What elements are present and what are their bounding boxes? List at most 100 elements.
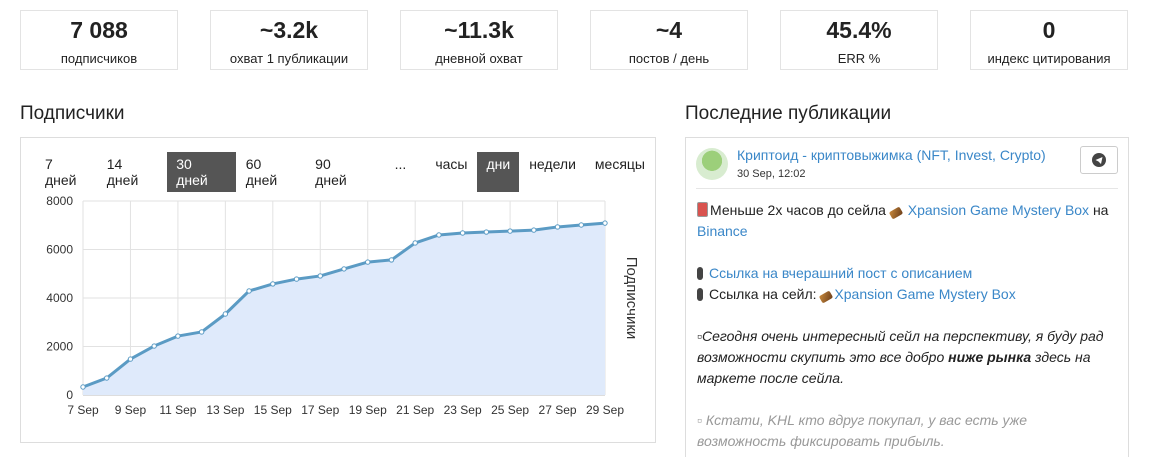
point: [317, 273, 323, 279]
stat-value: 0: [1042, 17, 1056, 43]
y-tick-label: 6000: [46, 243, 73, 257]
period-button[interactable]: недели: [529, 156, 576, 172]
period-button[interactable]: 7 дней: [45, 156, 77, 188]
text: ▫Сегодня очень интересный сейл на перспе…: [697, 328, 1104, 365]
point: [341, 266, 347, 272]
x-tick-label: 7 Sep: [67, 403, 99, 417]
section-title: Последние публикации: [685, 103, 892, 124]
period-button[interactable]: часы: [435, 156, 468, 172]
period-button[interactable]: 30 дней: [167, 152, 236, 192]
stat-card: ~4 постов / день: [590, 10, 748, 70]
x-tick-label: 27 Sep: [539, 403, 577, 417]
link[interactable]: Ссылка на вчерашний пост с описанием: [709, 265, 973, 281]
period-button[interactable]: месяцы: [594, 156, 645, 172]
point: [388, 257, 395, 263]
point: [127, 356, 134, 362]
emoji: [819, 290, 834, 304]
period-button[interactable]: ...: [394, 156, 407, 172]
y-tick-label: 0: [66, 388, 73, 402]
text: здесь на маркете после сейла.: [697, 349, 1091, 386]
x-tick-label: 15 Sep: [254, 403, 292, 417]
y-axis-label: Подписчики: [623, 257, 640, 340]
stat-value: ~11.3k: [444, 17, 514, 43]
x-tick-label: 11 Sep: [159, 403, 196, 417]
point: [602, 220, 608, 226]
stat-value: ~4: [655, 17, 683, 43]
x-tick-label: 19 Sep: [349, 403, 387, 417]
period-button[interactable]: дни: [477, 152, 520, 192]
stat-card: ~11.3k дневной охват: [400, 10, 558, 70]
telegram-icon: [1092, 153, 1106, 167]
link[interactable]: Binance: [697, 223, 748, 239]
point: [554, 224, 561, 230]
telegram-button[interactable]: [1080, 146, 1118, 174]
point: [198, 329, 205, 335]
chart: 0 2000 4000 6000 8000 7 Sep 9 Sep 11 Sep 13 Sep 1…: [46, 194, 640, 417]
section-title: Подписчики: [20, 103, 125, 124]
bold-text: ниже рынка: [948, 349, 1032, 365]
area-fill: [83, 223, 605, 395]
point: [104, 375, 110, 381]
y-tick-label: 2000: [46, 340, 73, 354]
text: Меньше 2х часов до сейла: [710, 202, 886, 218]
stat-value: 7 088: [70, 17, 128, 43]
emoji: [697, 288, 703, 301]
x-tick-label: 25 Sep: [491, 403, 529, 417]
post-panel: Криптоид - криптовыжимка (NFT, Invest, C…: [685, 137, 1129, 457]
stat-label: индекс цитирования: [987, 51, 1111, 66]
point: [436, 232, 442, 238]
point: [578, 222, 584, 228]
stat-card: 7 088 подписчиков: [20, 10, 178, 70]
point: [531, 227, 537, 233]
point: [293, 276, 300, 282]
post-date: 30 Sep, 12:02: [737, 168, 806, 180]
x-tick-label: 13 Sep: [206, 403, 244, 417]
point: [507, 228, 513, 234]
stat-label: ERR %: [837, 51, 881, 66]
stat-value: ~3.2k: [259, 17, 319, 43]
emoji: [888, 206, 904, 220]
x-tick-label: 29 Sep: [586, 403, 624, 417]
x-tick-label: 17 Sep: [301, 403, 339, 417]
x-tick-label: 9 Sep: [115, 403, 147, 417]
stat-label: охват 1 публикации: [229, 51, 349, 66]
x-tick-label: 23 Sep: [444, 403, 482, 417]
link[interactable]: Xpansion Game Mystery Box: [907, 202, 1090, 218]
point: [459, 230, 466, 236]
link[interactable]: Xpansion Game Mystery Box: [834, 286, 1016, 302]
text: Ссылка на сейл:: [709, 286, 817, 302]
point: [270, 281, 276, 287]
point: [151, 343, 157, 349]
x-tick-label: 21 Sep: [396, 403, 434, 417]
point: [365, 259, 371, 265]
point: [175, 333, 181, 339]
channel-avatar[interactable]: [696, 148, 728, 180]
stat-card: 0 индекс цитирования: [970, 10, 1128, 70]
emoji: [697, 267, 703, 280]
post-header: Криптоид - криптовыжимка (NFT, Invest, C…: [696, 146, 1118, 189]
y-tick-label: 4000: [46, 291, 73, 305]
stat-value: 45.4%: [826, 17, 892, 43]
period-button[interactable]: 90 дней: [315, 156, 347, 188]
post-body: Меньше 2х часов до сейла Xpansion Game M…: [697, 200, 1117, 457]
period-button[interactable]: 60 дней: [245, 156, 278, 188]
channel-link[interactable]: Криптоид - криптовыжимка (NFT, Invest, C…: [737, 147, 1046, 163]
stat-card: 45.4% ERR %: [780, 10, 938, 70]
stat-label: дневной охват: [435, 51, 523, 66]
point: [483, 229, 490, 235]
chart-panel: 7 дней 14 дней 30 дней 60 дней 90 дней... час…: [20, 137, 656, 443]
stat-label: постов / день: [628, 51, 710, 66]
point: [80, 384, 86, 390]
period-switcher: 7 дней 14 дней 30 дней 60 дней 90 дней... час…: [36, 152, 655, 192]
stat-card: ~3.2k охват 1 публикации: [210, 10, 368, 70]
text: на: [1092, 202, 1109, 218]
text: ▫ Кстати, KHL кто вдруг покупал, у вас е…: [697, 412, 1028, 449]
point: [246, 288, 252, 294]
period-button[interactable]: 14 дней: [106, 156, 139, 188]
stat-label: подписчиков: [60, 51, 138, 66]
emoji: [697, 202, 708, 217]
y-tick-label: 8000: [46, 194, 73, 208]
point: [412, 240, 418, 246]
